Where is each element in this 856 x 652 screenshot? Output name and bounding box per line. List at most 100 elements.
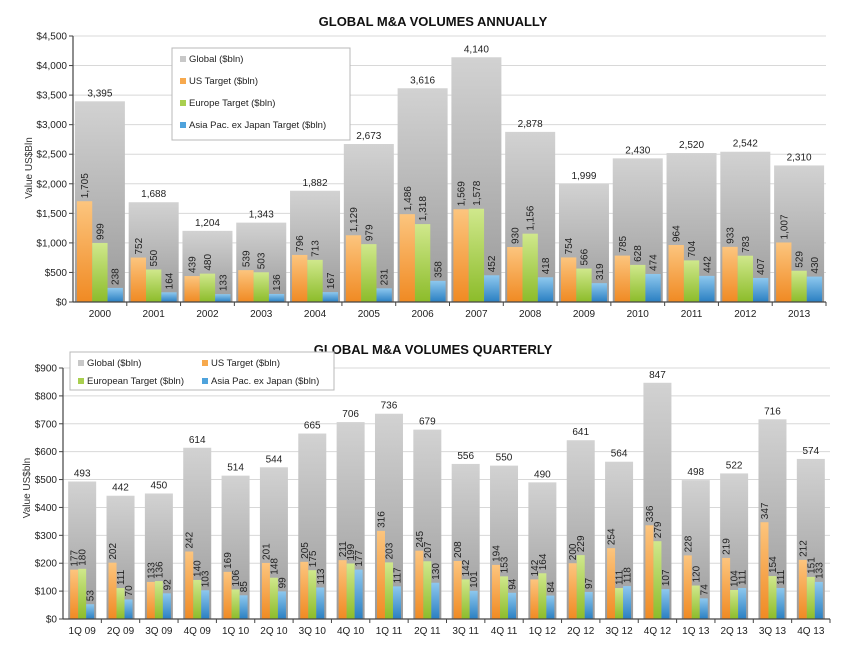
data-label-us: 208 — [453, 541, 464, 558]
data-label-us: 1,705 — [80, 173, 91, 198]
data-label-asia: 407 — [756, 258, 767, 275]
legend-item-asia: Asia Pac. ex Japan ($bln) — [202, 376, 319, 387]
data-label-global: 614 — [189, 435, 206, 446]
bar-europe — [384, 562, 393, 619]
data-label-asia: 442 — [702, 256, 713, 273]
data-label-europe: 140 — [193, 560, 204, 577]
bar-us — [507, 247, 523, 302]
bar-us — [453, 209, 469, 302]
bar-asia — [645, 273, 661, 302]
data-label-europe: 207 — [423, 541, 434, 558]
data-label-us: 245 — [415, 531, 426, 548]
legend-label-europe: Europe Target ($bln) — [189, 98, 275, 109]
data-label-europe: 1,318 — [418, 196, 429, 221]
bar-us — [292, 254, 308, 302]
data-label-asia: 231 — [380, 268, 391, 285]
data-label-us: 1,129 — [349, 207, 360, 232]
bar-europe — [653, 541, 662, 619]
data-label-global: 2,520 — [679, 140, 704, 151]
x-tick-label: 2002 — [196, 309, 219, 320]
bar-europe — [78, 568, 87, 619]
data-label-global: 556 — [457, 451, 474, 462]
x-tick-label: 1Q 09 — [69, 626, 97, 637]
data-label-asia: 92 — [162, 579, 173, 591]
bar-europe — [346, 563, 355, 619]
bar-us — [560, 257, 577, 302]
bar-asia — [431, 582, 440, 619]
data-label-europe: 979 — [364, 224, 375, 241]
bar-asia — [699, 275, 715, 302]
data-label-asia: 167 — [326, 272, 337, 289]
bar-asia — [546, 595, 555, 619]
bar-europe — [253, 272, 269, 302]
x-tick-label: 1Q 13 — [682, 626, 710, 637]
data-label-asia: 418 — [541, 257, 552, 274]
bar-asia — [316, 587, 325, 619]
data-label-europe: 151 — [806, 557, 817, 574]
data-label-global: 2,430 — [625, 145, 650, 156]
bar-asia — [162, 593, 171, 619]
data-label-us: 201 — [261, 543, 272, 560]
bar-europe — [768, 576, 777, 619]
bar-asia — [738, 588, 747, 619]
x-tick-label: 2000 — [89, 309, 112, 320]
bar-europe — [683, 260, 700, 302]
data-label-asia: 84 — [546, 581, 557, 593]
bar-us — [185, 551, 194, 619]
bar-asia — [776, 588, 785, 619]
data-label-europe: 203 — [384, 542, 395, 559]
bar-asia — [537, 277, 554, 302]
bar-europe — [269, 577, 278, 619]
data-label-us: 169 — [223, 552, 234, 569]
data-label-asia: 111 — [776, 569, 787, 585]
data-label-global: 2,878 — [518, 119, 543, 130]
data-label-us: 200 — [568, 543, 579, 560]
legend-item-global: Global ($bln) — [78, 358, 141, 369]
data-label-asia: 130 — [431, 563, 442, 580]
bar-asia — [699, 598, 708, 619]
x-tick-label: 4Q 11 — [491, 626, 518, 637]
x-tick-label: 3Q 11 — [452, 626, 479, 637]
x-tick-label: 3Q 10 — [299, 626, 327, 637]
bar-us — [376, 530, 385, 619]
x-tick-label: 4Q 10 — [337, 626, 365, 637]
bar-asia — [584, 591, 593, 619]
y-tick-label: $200 — [35, 559, 58, 570]
data-label-asia: 358 — [433, 261, 444, 278]
bar-asia — [623, 586, 632, 619]
y-tick-label: $1,500 — [36, 209, 67, 220]
bar-us — [338, 560, 347, 619]
bar-asia — [201, 590, 210, 619]
data-label-asia: 136 — [272, 274, 283, 291]
data-label-europe: 704 — [687, 240, 698, 257]
bar-europe — [806, 576, 815, 619]
data-label-global: 2,542 — [733, 139, 758, 150]
data-label-global: 493 — [74, 469, 91, 480]
bar-europe — [538, 573, 547, 619]
legend-label-europe: European Target ($bln) — [87, 376, 184, 387]
data-label-us: 177 — [70, 550, 81, 567]
bar-asia — [124, 599, 133, 619]
data-label-us: 439 — [188, 256, 199, 273]
bar-us — [70, 569, 79, 619]
data-label-us: 228 — [683, 535, 694, 552]
y-tick-label: $3,500 — [36, 91, 67, 102]
data-label-asia: 103 — [201, 570, 212, 587]
x-tick-label: 4Q 09 — [184, 626, 212, 637]
data-label-europe: 148 — [269, 558, 280, 575]
bar-asia — [484, 275, 500, 302]
x-tick-label: 3Q 13 — [759, 626, 787, 637]
y-tick-label: $800 — [35, 391, 58, 402]
bar-europe — [146, 269, 162, 302]
bar-europe — [522, 233, 538, 302]
data-label-us: 964 — [672, 225, 683, 242]
data-label-global: 1,688 — [141, 189, 166, 200]
y-tick-label: $300 — [35, 531, 58, 542]
bar-us — [76, 201, 93, 302]
data-label-global: 450 — [151, 481, 168, 492]
data-label-asia: 74 — [699, 584, 710, 596]
bar-europe — [414, 224, 431, 302]
data-label-europe: 550 — [149, 249, 160, 266]
bar-us — [399, 214, 415, 302]
quarterly-chart: GLOBAL M&A VOLUMES QUARTERLY Value US$bl… — [22, 342, 831, 637]
